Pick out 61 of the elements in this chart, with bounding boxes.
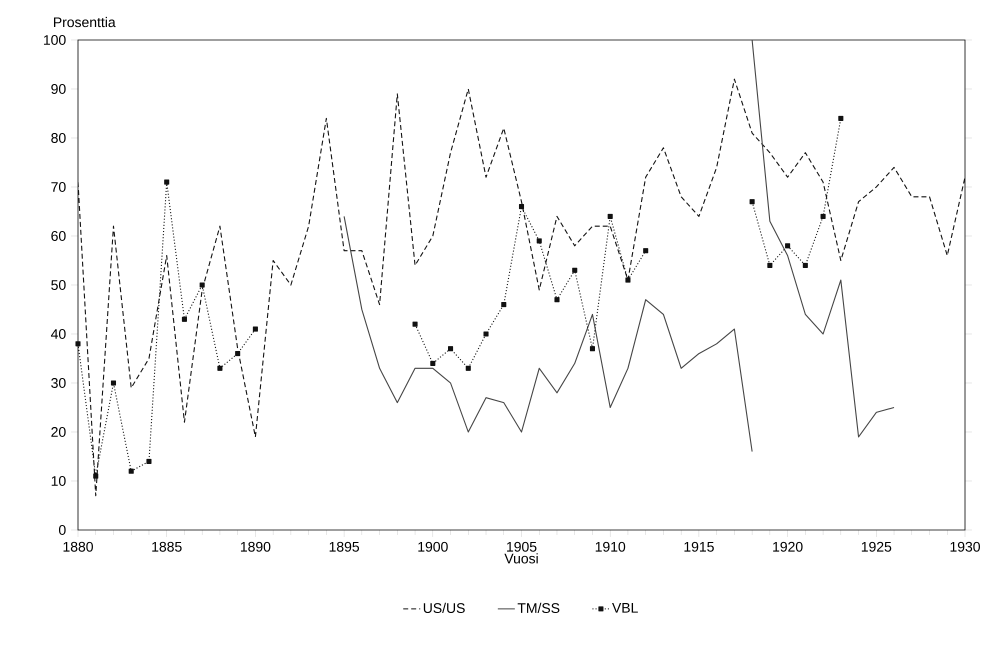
- y-tick-label: 20: [51, 427, 66, 437]
- legend-label: VBL: [612, 603, 638, 613]
- point: [235, 351, 240, 356]
- point: [590, 346, 596, 352]
- x-tick-label: 1895: [330, 542, 360, 552]
- line-series: [752, 40, 895, 438]
- point: [750, 199, 755, 204]
- y-tick-label: 40: [50, 329, 66, 339]
- point: [501, 302, 506, 308]
- x-tick-label: 1905: [507, 542, 536, 552]
- point: [164, 180, 170, 185]
- x-tick-label: 1915: [684, 542, 714, 552]
- point: [217, 366, 222, 371]
- x-tick-label: 1910: [596, 542, 626, 552]
- point: [430, 360, 436, 366]
- y-tick-label: 60: [51, 231, 66, 241]
- x-tick-label: 1890: [240, 542, 270, 552]
- point: [608, 214, 613, 219]
- point: [518, 204, 524, 210]
- x-tick-label: 1930: [950, 542, 980, 552]
- point: [448, 346, 454, 352]
- point: [802, 262, 808, 268]
- x-tick-label: 1900: [418, 542, 448, 552]
- point: [182, 316, 187, 322]
- point: [820, 214, 826, 219]
- point: [252, 326, 258, 332]
- point: [93, 474, 98, 479]
- legend-label: US/US: [424, 602, 465, 614]
- y-tick-label: 80: [51, 133, 66, 143]
- y-tick-label: 10: [52, 476, 66, 486]
- point: [146, 458, 152, 464]
- point: [554, 297, 560, 302]
- point: [75, 341, 81, 346]
- point: [200, 282, 205, 288]
- point: [767, 262, 772, 268]
- point: [483, 331, 489, 337]
- point: [643, 248, 648, 254]
- point: [110, 380, 116, 386]
- x-tick-label: 1880: [64, 542, 93, 552]
- legend-label: TM/SS: [518, 602, 560, 614]
- x-axis-title: Vuosi: [504, 553, 538, 564]
- line-series: [344, 216, 753, 452]
- point: [625, 278, 630, 283]
- point: [838, 116, 844, 121]
- y-tick-label: 90: [51, 84, 66, 94]
- point: [785, 243, 790, 248]
- y-tick-label: 50: [51, 280, 66, 290]
- y-tick-label: 0: [58, 525, 66, 535]
- x-tick-label: 1920: [773, 542, 803, 552]
- x-tick-label: 1925: [862, 542, 892, 552]
- y-tick-label: 30: [51, 378, 66, 388]
- point: [412, 322, 418, 327]
- y-tick-label: 100: [44, 35, 66, 45]
- line-series: [78, 78, 966, 496]
- x-tick-label: 1885: [152, 542, 182, 552]
- y-tick-label: 70: [51, 182, 66, 192]
- point: [128, 468, 134, 474]
- point: [466, 366, 471, 371]
- y-axis-title: Prosenttia: [54, 16, 116, 28]
- point: [572, 268, 578, 273]
- point: [536, 238, 542, 244]
